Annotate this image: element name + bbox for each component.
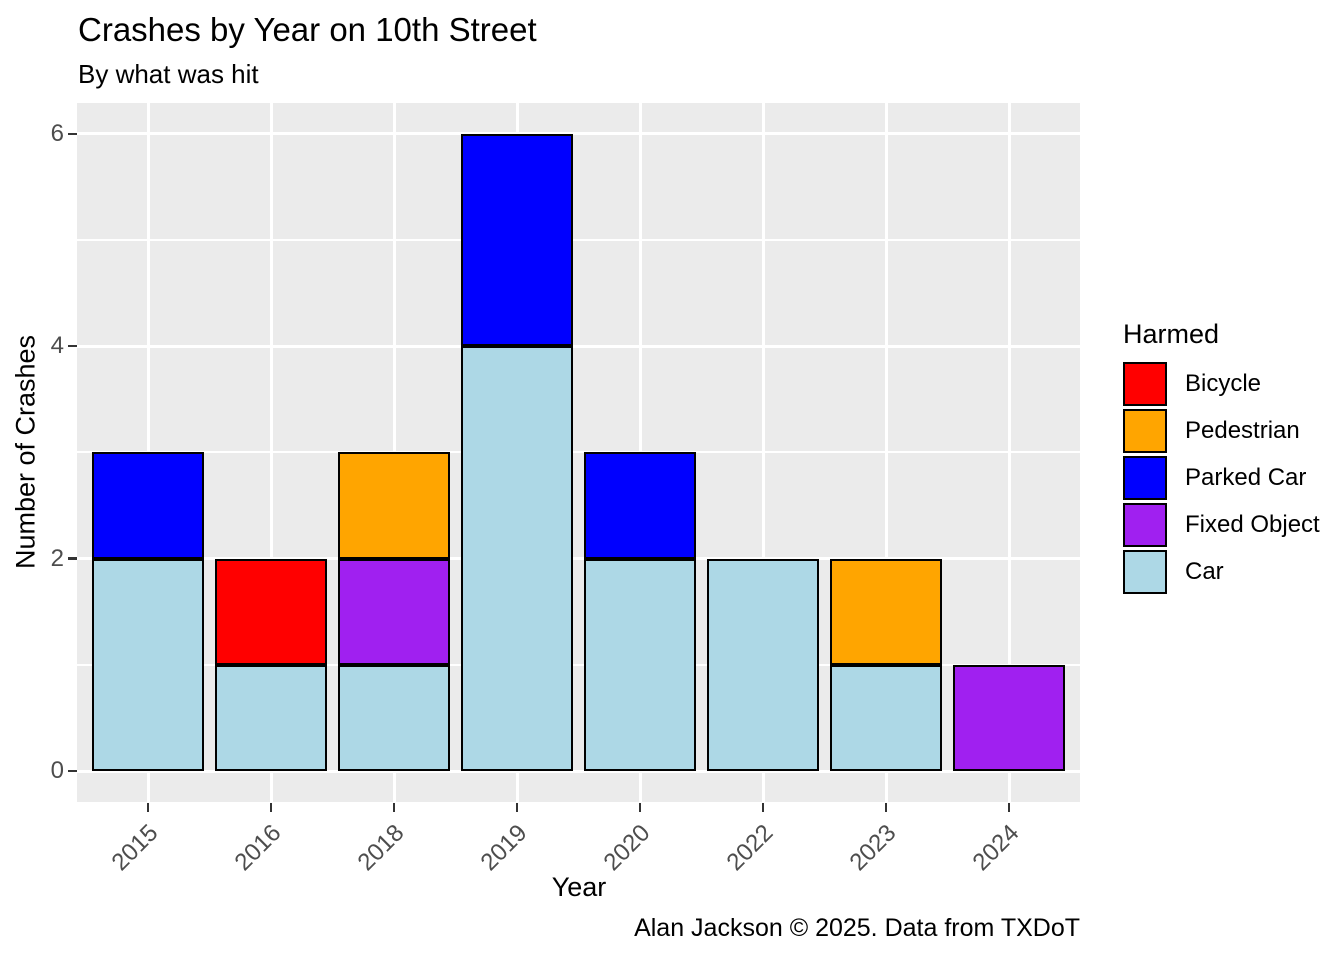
y-axis-title: Number of Crashes [10,334,41,570]
legend-item-pedestrian: Pedestrian [1123,409,1320,453]
legend-item-fixed-object: Fixed Object [1123,503,1320,547]
x-tick-mark [392,803,396,812]
x-tick-label: 2019 [475,819,533,877]
x-tick-mark [146,803,150,812]
gridline-minor-h [77,239,1080,241]
x-tick-mark [269,803,273,812]
y-tick-label: 0 [50,757,64,784]
gridline-major-h [77,769,1080,773]
x-tick-label: 2018 [352,819,410,877]
gridline-major-v [1007,103,1011,802]
plot-caption: Alan Jackson © 2025. Data from TXDoT [634,914,1080,942]
bar-2020-parked-car [584,452,696,559]
legend-items: Bicycle Pedestrian Parked Car Fixed Object C… [1123,362,1320,594]
plot-title: Crashes by Year on 10th Street [78,11,537,48]
legend-key-bicycle-swatch [1123,362,1167,406]
bar-2015-car [92,558,204,771]
legend-label: Parked Car [1185,464,1307,491]
x-tick-mark [515,803,519,812]
gridline-major-v [269,103,273,802]
bar-2023-pedestrian [830,558,942,665]
x-tick-mark [638,803,642,812]
x-tick-label: 2015 [106,819,164,877]
gridline-major-h [77,557,1080,561]
legend-item-car: Car [1123,550,1320,594]
bar-2018-car [338,664,450,771]
x-axis-title: Year [551,872,607,902]
legend-label: Bicycle [1185,370,1262,397]
y-tick-mark [68,344,77,348]
y-tick-mark [68,132,77,136]
gridline-major-v [884,103,888,802]
x-tick-mark [1007,803,1011,812]
bar-2016-car [215,664,327,771]
x-tick-label: 2024 [967,819,1025,877]
legend-item-bicycle: Bicycle [1123,362,1320,406]
x-tick-label: 2016 [229,819,287,877]
y-tick-mark [68,769,77,773]
bar-2024-fixed-object [953,664,1065,771]
bar-2022-car [707,558,819,771]
y-tick-label: 6 [50,119,64,147]
legend-item-parked-car: Parked Car [1123,456,1320,500]
bar-2023-car [830,664,942,771]
bar-2019-car [461,346,573,771]
y-tick-mark [68,557,77,560]
gridline-major-v [761,103,765,802]
x-tick-label: 2020 [598,819,656,877]
bar-2018-pedestrian [338,452,450,559]
y-tick-label: 2 [50,544,64,572]
plot-subtitle: By what was hit [78,59,259,89]
legend-key-parked-car-swatch [1123,456,1167,500]
bar-2016-bicycle [215,558,327,665]
legend-label: Fixed Object [1185,511,1320,538]
gridline-major-h [77,132,1080,136]
legend-title: Harmed [1123,319,1220,349]
bar-2019-parked-car [461,133,573,347]
y-tick-label: 4 [50,332,64,360]
bar-2020-car [584,558,696,771]
legend-label: Pedestrian [1185,417,1300,444]
legend-key-fixed-object-swatch [1123,503,1167,547]
bar-2018-fixed-object [338,558,450,665]
legend-label: Car [1185,558,1224,585]
legend-key-car-swatch [1123,550,1167,594]
legend-key-pedestrian-swatch [1123,409,1167,453]
x-tick-label: 2023 [844,819,902,877]
x-tick-mark [884,803,888,812]
gridline-major-h [77,344,1080,348]
bar-2015-parked-car [92,452,204,559]
x-tick-mark [761,803,765,812]
legend: Harmed Bicycle Pedestrian Parked Car Fixed … [1123,318,1320,597]
x-tick-label: 2022 [721,819,779,877]
gridline-minor-h [77,663,1080,666]
plot-panel [77,103,1080,802]
gridline-minor-h [77,451,1080,454]
